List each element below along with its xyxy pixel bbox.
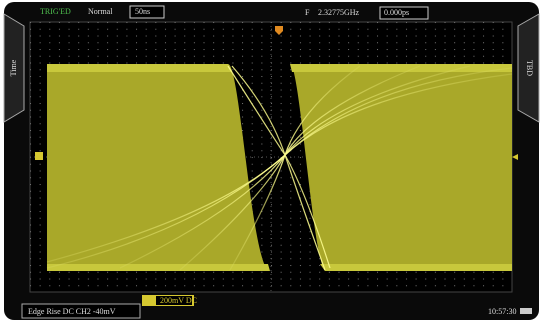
timebase: 50ns — [135, 7, 150, 16]
delay: 0.000ps — [384, 8, 409, 17]
left-tab-label: Time — [9, 59, 18, 76]
scope-screen: Time TBD TRIG'ED Normal 50ns F 2.32775GH… — [0, 0, 543, 324]
frequency: 2.32775GHz — [318, 8, 360, 17]
trigger-state: TRIG'ED — [40, 7, 71, 16]
page: Time TBD TRIG'ED Normal 50ns F 2.32775GH… — [0, 0, 543, 324]
frequency-label: F — [305, 8, 310, 17]
eye-right — [290, 64, 512, 271]
trigger-info: Edge Rise DC CH2 -40mV — [28, 307, 116, 316]
right-tab-label: TBD — [525, 60, 534, 76]
clock: 10:57:30 — [488, 307, 516, 316]
eye-left — [47, 64, 268, 271]
mode: Normal — [88, 7, 113, 16]
battery-icon — [520, 308, 532, 314]
channel-marker — [35, 152, 43, 160]
channel-scale: 200mV DC — [160, 296, 197, 305]
